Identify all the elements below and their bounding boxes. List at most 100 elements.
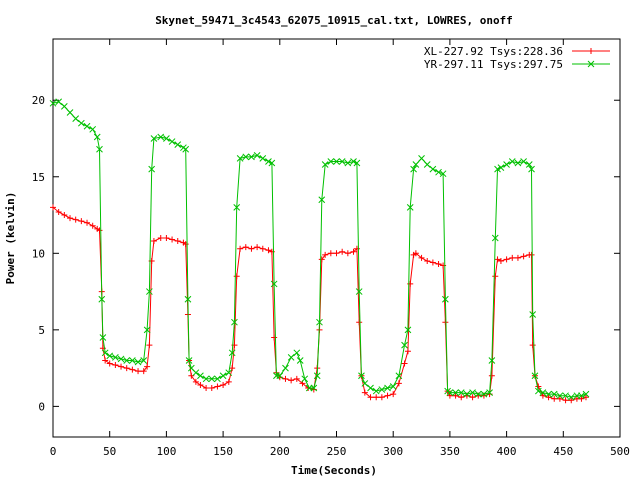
data-point xyxy=(313,372,321,380)
data-point xyxy=(49,99,57,107)
data-point xyxy=(129,366,136,373)
data-point xyxy=(192,378,199,385)
data-point xyxy=(67,215,74,222)
data-point xyxy=(296,357,304,364)
data-point xyxy=(78,218,85,225)
x-axis-label: Time(Seconds) xyxy=(291,464,377,477)
data-point xyxy=(163,235,170,241)
data-point xyxy=(55,98,63,106)
data-point xyxy=(404,326,412,334)
data-point xyxy=(118,363,125,370)
data-point xyxy=(469,394,476,401)
data-point xyxy=(474,390,482,398)
data-point xyxy=(373,394,380,401)
data-point xyxy=(270,280,278,288)
data-point xyxy=(378,394,385,401)
data-point xyxy=(203,385,210,392)
data-point xyxy=(535,383,542,390)
data-point xyxy=(102,357,109,364)
data-point xyxy=(497,257,504,264)
data-point xyxy=(237,245,244,252)
data-point xyxy=(372,387,380,395)
data-point xyxy=(514,159,522,167)
data-point xyxy=(390,391,397,398)
data-point xyxy=(412,250,419,257)
data-point xyxy=(520,253,527,260)
data-point xyxy=(384,384,391,392)
series-yr xyxy=(49,98,590,401)
data-point xyxy=(333,250,340,257)
data-point xyxy=(528,165,535,173)
data-point xyxy=(401,341,408,349)
data-point xyxy=(254,244,261,251)
data-point xyxy=(248,153,255,161)
data-point xyxy=(259,245,266,252)
data-point xyxy=(174,141,182,148)
data-point xyxy=(578,392,585,400)
data-point xyxy=(112,354,119,361)
data-point xyxy=(492,273,499,280)
data-point xyxy=(174,238,181,245)
data-point xyxy=(378,386,386,393)
data-point xyxy=(134,358,142,366)
data-point xyxy=(442,295,449,303)
data-point xyxy=(539,392,546,399)
data-point xyxy=(539,389,547,396)
data-point xyxy=(157,133,165,141)
data-point xyxy=(129,357,136,364)
data-point xyxy=(259,155,267,162)
data-point xyxy=(248,245,255,252)
data-point xyxy=(350,158,357,165)
data-point xyxy=(486,389,493,396)
data-point xyxy=(452,392,459,399)
data-point xyxy=(182,145,190,153)
data-point xyxy=(197,372,204,380)
data-point xyxy=(528,251,535,258)
data-point xyxy=(358,372,365,380)
data-point xyxy=(293,349,301,357)
data-point xyxy=(339,248,346,255)
data-point xyxy=(233,273,240,280)
data-point xyxy=(395,372,403,380)
data-point xyxy=(322,251,329,258)
data-point xyxy=(66,109,74,116)
data-point xyxy=(550,390,558,398)
data-point xyxy=(568,397,575,404)
data-point xyxy=(106,352,114,360)
data-point xyxy=(480,390,488,398)
data-point xyxy=(146,288,153,295)
data-point xyxy=(242,153,250,161)
data-point xyxy=(287,354,295,361)
data-point xyxy=(112,362,119,369)
data-point xyxy=(265,247,272,254)
data-point xyxy=(520,158,527,165)
y-tick-label: 0 xyxy=(38,400,45,413)
data-point xyxy=(514,254,521,261)
x-tick-label: 250 xyxy=(327,445,347,458)
data-point xyxy=(93,133,101,141)
data-point xyxy=(220,381,227,388)
data-point xyxy=(488,357,496,364)
data-point xyxy=(182,241,189,248)
data-point xyxy=(395,380,402,387)
data-point xyxy=(344,250,351,257)
legend-marker xyxy=(587,60,595,68)
data-point xyxy=(98,295,106,303)
data-point xyxy=(407,280,414,287)
data-point xyxy=(225,369,233,377)
data-point xyxy=(562,397,569,404)
data-point xyxy=(503,256,510,263)
data-point xyxy=(242,244,249,251)
data-point xyxy=(361,389,368,396)
data-point xyxy=(361,380,369,387)
data-point xyxy=(488,372,495,379)
data-point xyxy=(77,119,85,127)
data-point xyxy=(423,161,431,168)
data-point xyxy=(318,196,326,204)
x-tick-label: 50 xyxy=(103,445,116,458)
x-tick-label: 350 xyxy=(440,445,460,458)
data-point xyxy=(265,158,272,165)
data-point xyxy=(531,372,539,380)
